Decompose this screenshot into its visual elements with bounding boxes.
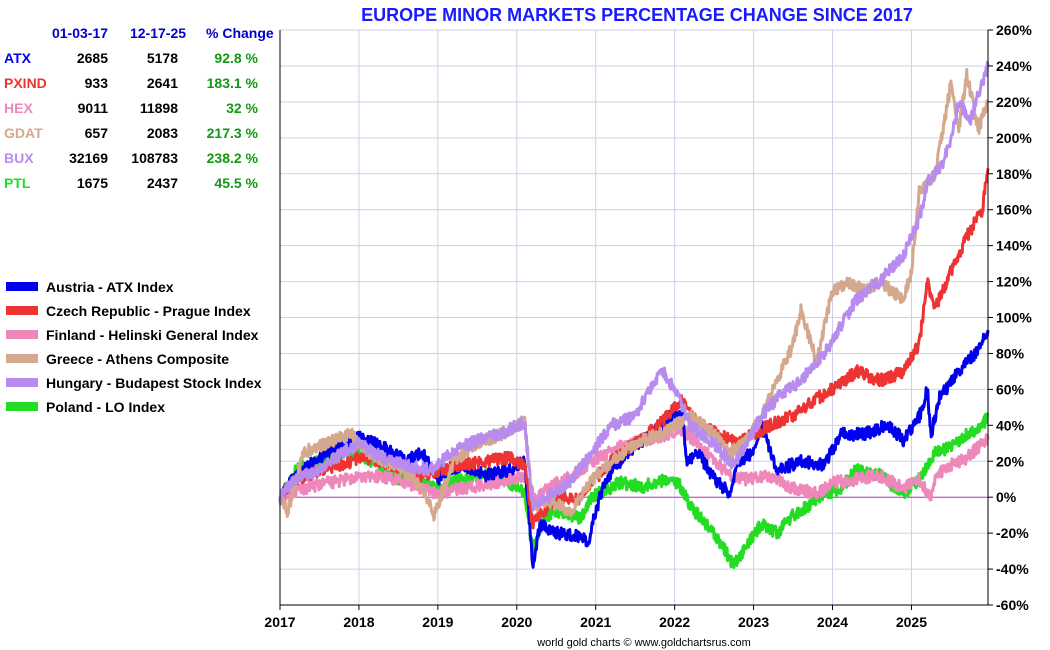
- table-symbol: BUX: [4, 150, 34, 166]
- table-change: 217.3 %: [207, 125, 259, 141]
- table-change: 183.1 %: [207, 75, 259, 91]
- legend-swatch: [6, 354, 38, 363]
- table-end-value: 5178: [147, 50, 178, 66]
- legend-label: Finland - Helinski General Index: [46, 327, 259, 343]
- table-change: 238.2 %: [207, 150, 259, 166]
- table-symbol: GDAT: [4, 125, 43, 141]
- table-start-value: 933: [85, 75, 109, 91]
- table-header: 01-03-17: [52, 25, 108, 41]
- x-tick-label: 2021: [580, 614, 611, 630]
- table-change: 92.8 %: [214, 50, 258, 66]
- table-end-value: 2437: [147, 175, 178, 191]
- table-header: 12-17-25: [130, 25, 186, 41]
- y-tick-label: 220%: [996, 94, 1032, 110]
- table-change: 32 %: [226, 100, 258, 116]
- legend-swatch: [6, 330, 38, 339]
- x-tick-label: 2022: [659, 614, 690, 630]
- legend-label: Austria - ATX Index: [46, 279, 174, 295]
- y-tick-label: -40%: [996, 561, 1029, 577]
- y-tick-label: 140%: [996, 238, 1032, 254]
- table-end-value: 2641: [147, 75, 178, 91]
- y-tick-label: -20%: [996, 525, 1029, 541]
- legend-label: Greece - Athens Composite: [46, 351, 229, 367]
- table-symbol: PTL: [4, 175, 31, 191]
- x-tick-label: 2017: [264, 614, 295, 630]
- legend-swatch: [6, 378, 38, 387]
- y-tick-label: 80%: [996, 345, 1025, 361]
- legend-swatch: [6, 306, 38, 315]
- y-tick-label: 180%: [996, 166, 1032, 182]
- series-line-1: [278, 421, 990, 505]
- y-tick-label: 240%: [996, 58, 1032, 74]
- table-symbol: ATX: [4, 50, 32, 66]
- y-tick-label: 0%: [996, 489, 1017, 505]
- table-end-value: 108783: [131, 150, 178, 166]
- y-tick-label: 200%: [996, 130, 1032, 146]
- chart-title: EUROPE MINOR MARKETS PERCENTAGE CHANGE S…: [361, 5, 913, 25]
- x-tick-label: 2025: [896, 614, 927, 630]
- table-change: 45.5 %: [214, 175, 258, 191]
- y-tick-label: 260%: [996, 22, 1032, 38]
- chart-credit: world gold charts © www.goldchartsrus.co…: [536, 637, 751, 649]
- series-layer: [278, 60, 990, 569]
- axis-layer: 260% 240% 220% 200% 180% 160% 140% 120% 100% 80% 6…: [264, 22, 1032, 630]
- chart-legend: Austria - ATX Index Czech Republic - Prag…: [6, 279, 262, 415]
- table-symbol: HEX: [4, 100, 33, 116]
- y-tick-label: 60%: [996, 381, 1025, 397]
- table-start-value: 657: [85, 125, 109, 141]
- x-tick-label: 2019: [422, 614, 453, 630]
- y-tick-label: 40%: [996, 417, 1025, 433]
- legend-label: Hungary - Budapest Stock Index: [46, 375, 262, 391]
- x-tick-label: 2018: [343, 614, 374, 630]
- legend-swatch: [6, 402, 38, 411]
- table-start-value: 32169: [69, 150, 108, 166]
- y-tick-label: 120%: [996, 274, 1032, 290]
- legend-swatch: [6, 282, 38, 291]
- table-start-value: 2685: [77, 50, 108, 66]
- y-tick-label: 20%: [996, 453, 1025, 469]
- summary-table: 01-03-17 12-17-25 % Change ATX 2685 5178 92.8 …: [4, 25, 274, 191]
- table-end-value: 2083: [147, 125, 178, 141]
- x-tick-label: 2023: [738, 614, 769, 630]
- table-end-value: 11898: [140, 100, 178, 116]
- y-tick-label: 100%: [996, 310, 1032, 326]
- table-symbol: PXIND: [4, 75, 47, 91]
- table-header: % Change: [206, 25, 274, 41]
- series-line-5: [278, 60, 990, 512]
- table-start-value: 9011: [78, 100, 109, 116]
- y-tick-label: 160%: [996, 202, 1032, 218]
- legend-label: Poland - LO Index: [46, 399, 165, 415]
- grid-layer: [279, 29, 988, 606]
- table-start-value: 1675: [77, 175, 108, 191]
- y-tick-label: -60%: [996, 597, 1029, 613]
- x-tick-label: 2020: [501, 614, 532, 630]
- x-tick-label: 2024: [817, 614, 848, 630]
- legend-label: Czech Republic - Prague Index: [46, 303, 251, 319]
